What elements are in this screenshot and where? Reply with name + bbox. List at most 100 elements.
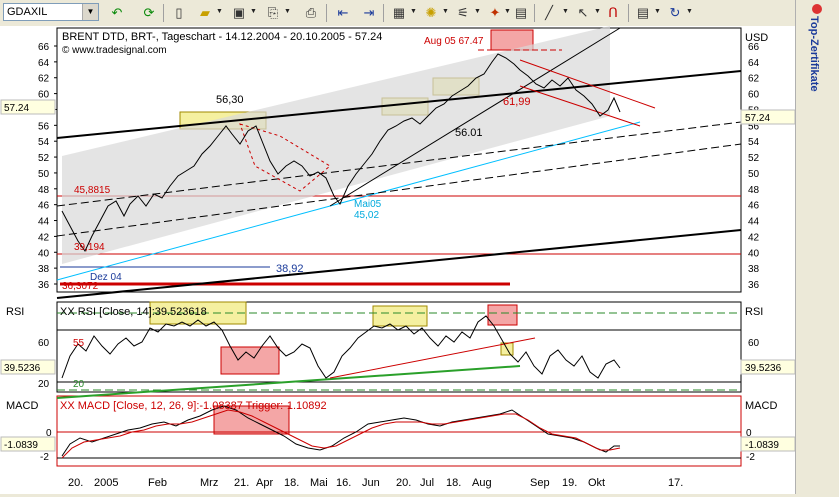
price-tick-label-right: 40 [748, 248, 760, 259]
macd-trigger-series [61, 409, 621, 459]
macd-tick-0-right: 0 [746, 428, 752, 439]
x-axis: 20. 2005 Feb Mrz 21. Apr 18. Mai 16. Jun 20. Jul 18.… [68, 477, 683, 489]
side-panel: Top-Zertifikate [795, 0, 839, 494]
rsi-tick-60-right: 60 [748, 338, 760, 349]
x-axis-label: 16. [336, 477, 351, 489]
price-tick-label: 36 [38, 280, 50, 291]
chevron-down-icon[interactable]: ▼ [216, 8, 223, 15]
main-toolbar: GDAXIL ▼ ↶ ⟳ ▯ ▰ ▼ ▣ ▼ ⎘ ▼ ⎙ ⇤ ⇥ ▦ ▼ ✺ ▼… [0, 0, 795, 27]
open-folder-icon[interactable]: ▰ [200, 5, 210, 20]
save-icon[interactable]: ▣ [232, 5, 246, 20]
chart-area[interactable]: RSI MACD RSI MACD USD 666462605856545250… [0, 26, 796, 494]
chevron-down-icon[interactable]: ▼ [562, 8, 569, 15]
rsi-panel-frame [56, 301, 742, 393]
new-document-icon[interactable]: ▯ [175, 5, 183, 20]
rsi-level-55: 55 [73, 338, 85, 349]
symbol-input-value[interactable]: GDAXIL [7, 6, 48, 18]
price-tick-label-right: 66 [748, 42, 760, 53]
macd-last-value-right: -1.0839 [745, 440, 779, 451]
trend-line [329, 27, 621, 207]
chart-right-icon[interactable]: ⇥ [363, 5, 375, 20]
chevron-down-icon[interactable]: ▼ [442, 8, 449, 15]
chevron-down-icon[interactable]: ▼ [284, 8, 291, 15]
price-tick-label: 56 [38, 121, 50, 132]
price-tick-label: 38 [38, 264, 50, 275]
chart-left-icon[interactable]: ⇤ [337, 5, 349, 20]
signal-icon[interactable]: ✦ [489, 5, 501, 20]
side-panel-title[interactable]: Top-Zertifikate [808, 16, 820, 92]
price-tick-label: 64 [38, 58, 50, 69]
price-tick-label-right: 54 [748, 137, 760, 148]
rsi-last-value: 39.5236 [4, 363, 41, 374]
trend-line-red [519, 85, 641, 127]
x-axis-label: Feb [148, 477, 167, 489]
magnet-icon[interactable]: Ո [608, 5, 618, 20]
rsi-last-value-box [0, 359, 56, 375]
drawing-line-icon[interactable]: ╱ [545, 5, 553, 20]
chevron-down-icon[interactable]: ▼ [504, 8, 511, 15]
price-tick-label: 40 [38, 248, 50, 259]
trend-line-dashed [56, 143, 742, 237]
price-series [61, 53, 621, 252]
chevron-down-icon[interactable]: ▼ [82, 4, 98, 20]
x-axis-label: Jul [420, 477, 434, 489]
toolbar-divider [383, 4, 384, 22]
trend-channel [62, 26, 610, 264]
chevron-down-icon[interactable]: ▼ [686, 8, 693, 15]
chart-header: BRENT DTD, BRT-, Tageschart - 14.12.2004… [62, 31, 382, 43]
rsi-last-value-right: 39.5236 [745, 363, 782, 374]
price-tick-label-right: 38 [748, 264, 760, 275]
chevron-down-icon[interactable]: ▼ [474, 8, 481, 15]
annotation-dez04: Dez 04 [90, 272, 122, 283]
x-axis-label: 17. [668, 477, 683, 489]
rsi-legend: XX RSI [Close, 14]:39.523618 [60, 306, 207, 318]
chevron-down-icon[interactable]: ▼ [250, 8, 257, 15]
annotation-45815: 45,8815 [74, 185, 111, 196]
annotation-mai05-value: 45,02 [354, 210, 379, 221]
rsi-trend-green [56, 365, 521, 399]
price-tick-label: 62 [38, 74, 50, 85]
copy-icon[interactable]: ⎘ [267, 5, 279, 20]
symbol-combobox[interactable]: GDAXIL ▼ [3, 3, 99, 21]
annotation-high: Aug 05 67.47 [424, 36, 484, 47]
trend-line-thick [56, 70, 742, 139]
highlight-zone-red [220, 346, 280, 375]
notes-icon[interactable]: ▤ [636, 5, 650, 20]
macd-legend: XX MACD [Close, 12, 26, 9]:-1.08387 Trig… [60, 400, 327, 412]
refresh-icon[interactable]: ⟳ [143, 5, 155, 20]
x-axis-label: Mrz [200, 477, 218, 489]
toolbar-divider [163, 4, 164, 22]
x-axis-label: 21. [234, 477, 249, 489]
x-axis-label: Aug [472, 477, 492, 489]
price-tick-label: 52 [38, 153, 50, 164]
price-last-value: 57.24 [4, 103, 29, 114]
macd-panel-frame [56, 395, 742, 467]
print-icon[interactable]: ⎙ [305, 5, 317, 20]
indicator-icon[interactable]: ✺ [425, 5, 437, 20]
trend-line-thick [56, 229, 742, 299]
strategy-icon[interactable]: ⚟ [457, 5, 469, 20]
x-axis-label: Okt [588, 477, 605, 489]
price-tick-label-right: 46 [748, 201, 760, 212]
chart-svg[interactable]: RSI MACD RSI MACD USD 666462605856545250… [0, 26, 796, 494]
rsi-panel-label: RSI [6, 306, 24, 318]
grid-icon[interactable]: ▦ [392, 5, 406, 20]
toolbar-divider [534, 4, 535, 22]
annotation-5601: 56.01 [455, 127, 483, 139]
currency-label: USD [745, 32, 768, 44]
chevron-down-icon[interactable]: ▼ [654, 8, 661, 15]
toolbar-divider [628, 4, 629, 22]
x-axis-label: 18. [284, 477, 299, 489]
trend-line-dashed [56, 121, 742, 207]
chevron-down-icon[interactable]: ▼ [410, 8, 417, 15]
properties-icon[interactable]: ▤ [514, 5, 528, 20]
reload-icon[interactable]: ↻ [669, 5, 681, 20]
pointer-icon[interactable]: ↖ [577, 5, 589, 20]
pin-icon[interactable] [812, 4, 822, 14]
chevron-down-icon[interactable]: ▼ [594, 8, 601, 15]
annotation-39194: 39,194 [74, 242, 105, 253]
x-axis-label: Apr [256, 477, 273, 489]
price-tick-label: 50 [38, 169, 50, 180]
chart-source: © www.tradesignal.com [62, 45, 167, 56]
back-arrow-icon[interactable]: ↶ [111, 5, 123, 20]
